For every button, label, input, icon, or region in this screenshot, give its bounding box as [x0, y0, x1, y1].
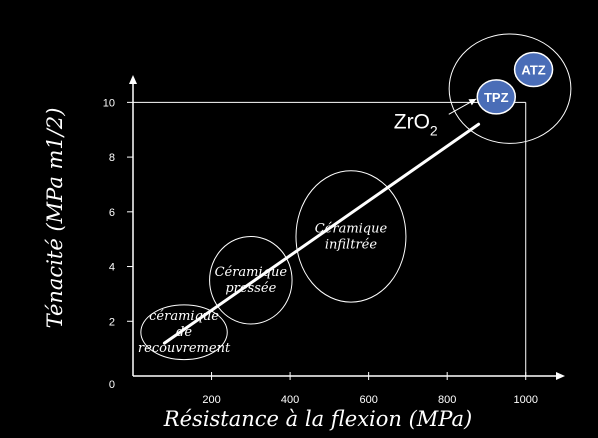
- region-ellipse: [140, 304, 228, 361]
- x-axis-arrow: [556, 372, 565, 380]
- region-labels: céramiquederecouvrementCéramiquepresséeC…: [138, 221, 388, 356]
- pointer-arrowhead: [468, 98, 477, 106]
- region-label: Céramique: [215, 265, 288, 280]
- material-regions: [140, 33, 572, 361]
- y-tick-label: 8: [109, 152, 115, 164]
- material-badge: [513, 51, 554, 88]
- x-tick-label: 600: [359, 394, 377, 406]
- reference-guides: [133, 101, 527, 376]
- region-label: pressée: [225, 281, 276, 296]
- x-tick-label: 1000: [513, 394, 537, 406]
- zro2-label-subscript: 2: [430, 122, 438, 138]
- material-badge-label: ATZ: [521, 63, 545, 78]
- axes: [127, 75, 565, 380]
- region-label: de: [176, 325, 192, 340]
- x-tick-label: 400: [281, 394, 299, 406]
- y-tick-label: 10: [103, 97, 115, 109]
- tick-labels: 200 400 600 800 1000 2 4 6 8 10 0: [103, 97, 538, 406]
- origin-label: 0: [109, 379, 115, 391]
- zro2-label: ZrO2: [394, 110, 438, 138]
- region-label: recouvrement: [138, 341, 231, 356]
- region-label: Céramique: [315, 221, 388, 236]
- trend-line-group: [162, 98, 481, 345]
- material-badges: TPZ ATZ: [476, 51, 554, 115]
- y-tick-label: 2: [109, 316, 115, 328]
- region-ellipse: [209, 235, 293, 325]
- zro2-label-main: ZrO: [394, 110, 430, 133]
- y-axis-arrow: [129, 75, 137, 84]
- material-badge: [476, 79, 517, 115]
- y-axis-label: Ténacité (MPa m1/2): [43, 108, 67, 329]
- x-tick-label: 800: [438, 394, 456, 406]
- y-tick-label: 6: [109, 207, 115, 219]
- x-axis-label: Résistance à la flexion (MPa): [163, 407, 472, 431]
- region-label: infiltrée: [325, 237, 377, 252]
- y-tick-label: 4: [109, 262, 115, 274]
- material-badge-label: TPZ: [484, 90, 509, 105]
- trend-line: [162, 122, 481, 345]
- region-ellipse: [295, 170, 407, 303]
- x-tick-label: 200: [202, 394, 220, 406]
- region-label: céramique: [149, 309, 219, 324]
- region-ellipse: [448, 33, 572, 144]
